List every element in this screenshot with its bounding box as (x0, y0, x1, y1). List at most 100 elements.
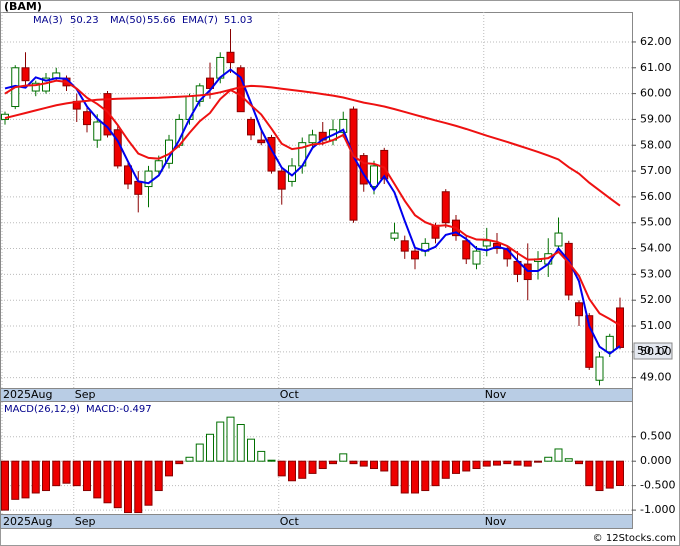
x-tick-label: Oct (280, 388, 300, 401)
macd-bar (400, 460, 409, 494)
y-tick-label: 55.00 (640, 216, 672, 229)
macd-bar (595, 460, 604, 492)
macd-bar (62, 460, 71, 484)
macd-bar (124, 460, 132, 514)
x-tick-label: Nov (485, 388, 507, 401)
macd-bar (441, 460, 450, 479)
macd-bar (370, 460, 378, 470)
macd-bar (195, 443, 204, 462)
macd-bar (605, 460, 614, 489)
candle-body (564, 242, 573, 296)
macd-bar (216, 421, 225, 462)
candle-body (472, 250, 481, 265)
macd-bar (83, 460, 91, 492)
last-price-box (633, 342, 673, 360)
macd-bar (11, 460, 20, 500)
macd-title: MACD(26,12,9) (4, 404, 80, 415)
candle-body (236, 67, 245, 113)
candle-body (93, 121, 102, 141)
candle-body (400, 240, 409, 252)
macd-bar (165, 460, 173, 477)
y-tick-label: 0.500 (640, 430, 672, 443)
macd-bar (226, 416, 235, 462)
candle-body (154, 160, 163, 172)
y-tick-label: 54.00 (640, 242, 672, 255)
candle-body (134, 180, 143, 195)
candle-body (124, 165, 132, 185)
macd-bar (359, 460, 368, 467)
macd-bar (472, 460, 481, 470)
candle-body (431, 224, 440, 239)
candle-body (482, 240, 491, 247)
macd-bar (154, 460, 163, 492)
candle-body (349, 108, 358, 221)
y-tick-label: 62.00 (640, 35, 672, 48)
macd-bar (52, 460, 61, 487)
macd-bar (42, 460, 50, 492)
y-tick-label: 0.000 (640, 454, 672, 467)
macd-bar (513, 460, 522, 466)
y-tick-label: 56.00 (640, 190, 672, 203)
legend-label: EMA(7) (182, 15, 218, 26)
candle-body (605, 335, 614, 353)
candle-body (206, 77, 214, 89)
ma-line (4, 84, 621, 207)
macd-bar (462, 460, 471, 472)
macd-bar (380, 460, 389, 472)
candle-body (380, 149, 389, 180)
candle-body (31, 82, 40, 92)
macd-legend: MACD:-0.497 (86, 404, 152, 415)
last-price: 50.17 (637, 344, 669, 357)
macd-bar (544, 456, 553, 462)
ma-line (4, 79, 621, 327)
macd-bar (503, 460, 512, 465)
macd-bar (421, 460, 430, 492)
candle-body (226, 51, 235, 64)
candle-body (462, 240, 471, 260)
macd-bar (134, 460, 143, 514)
macd-bar (339, 453, 348, 462)
macd-bar (93, 460, 102, 499)
y-tick-label: 61.00 (640, 61, 672, 74)
macd-bar (257, 450, 266, 462)
macd-bar (411, 460, 419, 494)
macd-bar (493, 460, 501, 466)
y-tick-label: -0.500 (640, 479, 675, 492)
macd-bar (206, 433, 214, 462)
ma-line (4, 68, 621, 355)
macd-bar (554, 448, 563, 462)
candle-body (441, 191, 450, 224)
x-tick-label: Sep (75, 388, 96, 401)
candle-body (595, 356, 604, 381)
y-tick-label: -1.000 (640, 503, 675, 516)
macd-bar (247, 438, 255, 462)
x-tick-label: Nov (485, 515, 507, 528)
plot-layer (1, 12, 636, 515)
candle-body (21, 67, 30, 82)
macd-bar (564, 458, 573, 462)
macd-bar (585, 460, 594, 487)
macd-bar (575, 460, 583, 465)
y-tick-label: 59.00 (640, 112, 672, 125)
y-tick-label: 51.00 (640, 319, 672, 332)
candle-body (585, 315, 594, 368)
chart-title: (BAM) (4, 0, 42, 13)
macd-bar (236, 424, 245, 462)
macd-bar (185, 456, 194, 462)
y-tick-label: 60.00 (640, 87, 672, 100)
macd-bar (288, 460, 296, 482)
candle-body (554, 232, 563, 247)
macd-bar (431, 460, 440, 487)
x-tick-label: 2025Aug (3, 388, 52, 401)
y-tick-label: 50.00 (640, 345, 672, 358)
macd-bar (329, 460, 337, 465)
macd-bar (103, 460, 112, 504)
macd-bar (482, 460, 491, 467)
macd-bar (616, 460, 624, 487)
candle-body (83, 111, 91, 126)
legend-label: MA(3) (33, 15, 63, 26)
y-tick-label: 53.00 (640, 267, 672, 280)
x-tick-label: Oct (280, 515, 300, 528)
macd-bar (1, 460, 9, 511)
